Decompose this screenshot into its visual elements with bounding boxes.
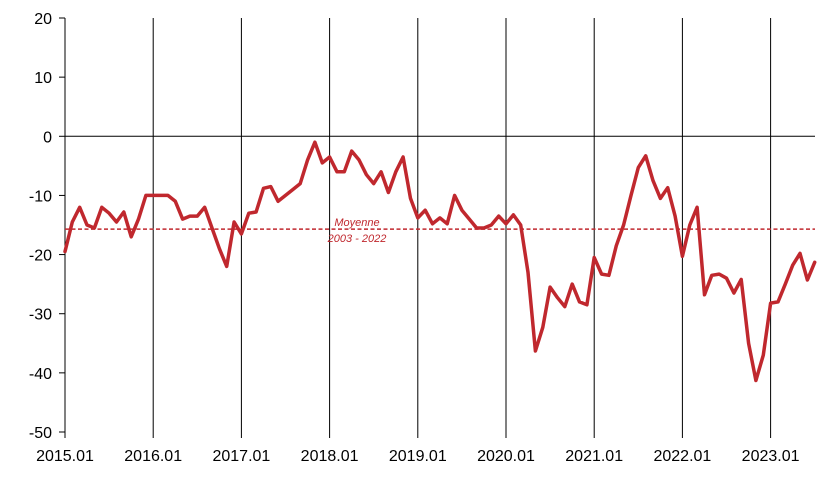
x-tick-label: 2023.01 [742,448,800,465]
x-axis-ticks: 2015.01 2016.01 2017.01 2018.01 2019.01 2020.… [36,432,800,465]
x-tick-label: 2016.01 [124,448,182,465]
x-tick-label: 2020.01 [477,448,535,465]
x-tick-label: 2021.01 [565,448,623,465]
y-tick-label: -20 [29,248,52,265]
y-tick-label: -30 [29,307,52,324]
reference-line-label: Moyenne [334,217,379,229]
y-tick-label: -50 [29,425,52,442]
reference-line-period-label: 2003 - 2022 [327,233,387,245]
x-tick-label: 2018.01 [301,448,359,465]
y-tick-label: 20 [34,11,52,28]
y-tick-label: 0 [43,129,52,146]
y-axis-ticks: 20 10 0 -10 -20 -30 -40 -50 [29,11,65,442]
y-tick-label: -40 [29,366,52,383]
x-tick-label: 2015.01 [36,448,94,465]
series-line [63,140,817,383]
x-tick-label: 2017.01 [212,448,270,465]
y-tick-label: 10 [34,70,52,87]
y-tick-label: -10 [29,188,52,205]
series-group [63,140,817,383]
x-tick-label: 2022.01 [653,448,711,465]
x-tick-label: 2019.01 [389,448,447,465]
